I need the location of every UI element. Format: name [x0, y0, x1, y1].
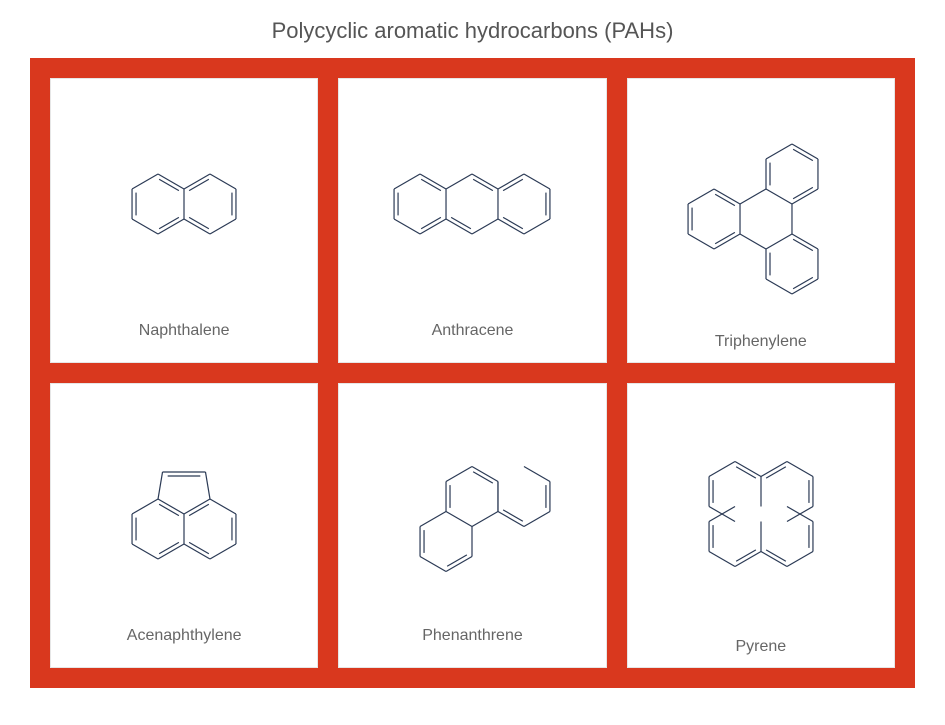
label-naphthalene: Naphthalene: [139, 308, 230, 362]
svg-pyrene: [641, 404, 881, 624]
svg-phenanthrene: [342, 409, 602, 609]
structure-pyrene: [628, 404, 894, 624]
structure-naphthalene: [51, 99, 317, 308]
label-acenaphthylene: Acenaphthylene: [127, 613, 242, 667]
label-phenanthrene: Phenanthrene: [422, 613, 523, 667]
svg-triphenylene: [631, 99, 891, 319]
molecule-grid: Naphthalene Anthracene Triphenylene Acen…: [30, 58, 915, 688]
cell-anthracene: Anthracene: [338, 78, 606, 363]
cell-triphenylene: Triphenylene: [627, 78, 895, 363]
structure-acenaphthylene: [51, 404, 317, 613]
label-anthracene: Anthracene: [432, 308, 514, 362]
svg-naphthalene: [64, 114, 304, 294]
structure-triphenylene: [628, 99, 894, 319]
svg-anthracene: [342, 114, 602, 294]
cell-pyrene: Pyrene: [627, 383, 895, 668]
structure-anthracene: [339, 99, 605, 308]
structure-phenanthrene: [339, 404, 605, 613]
cell-phenanthrene: Phenanthrene: [338, 383, 606, 668]
cell-acenaphthylene: Acenaphthylene: [50, 383, 318, 668]
page-title: Polycyclic aromatic hydrocarbons (PAHs): [0, 0, 945, 58]
cell-naphthalene: Naphthalene: [50, 78, 318, 363]
svg-acenaphthylene: [64, 409, 304, 609]
label-triphenylene: Triphenylene: [715, 319, 807, 373]
label-pyrene: Pyrene: [735, 624, 786, 678]
